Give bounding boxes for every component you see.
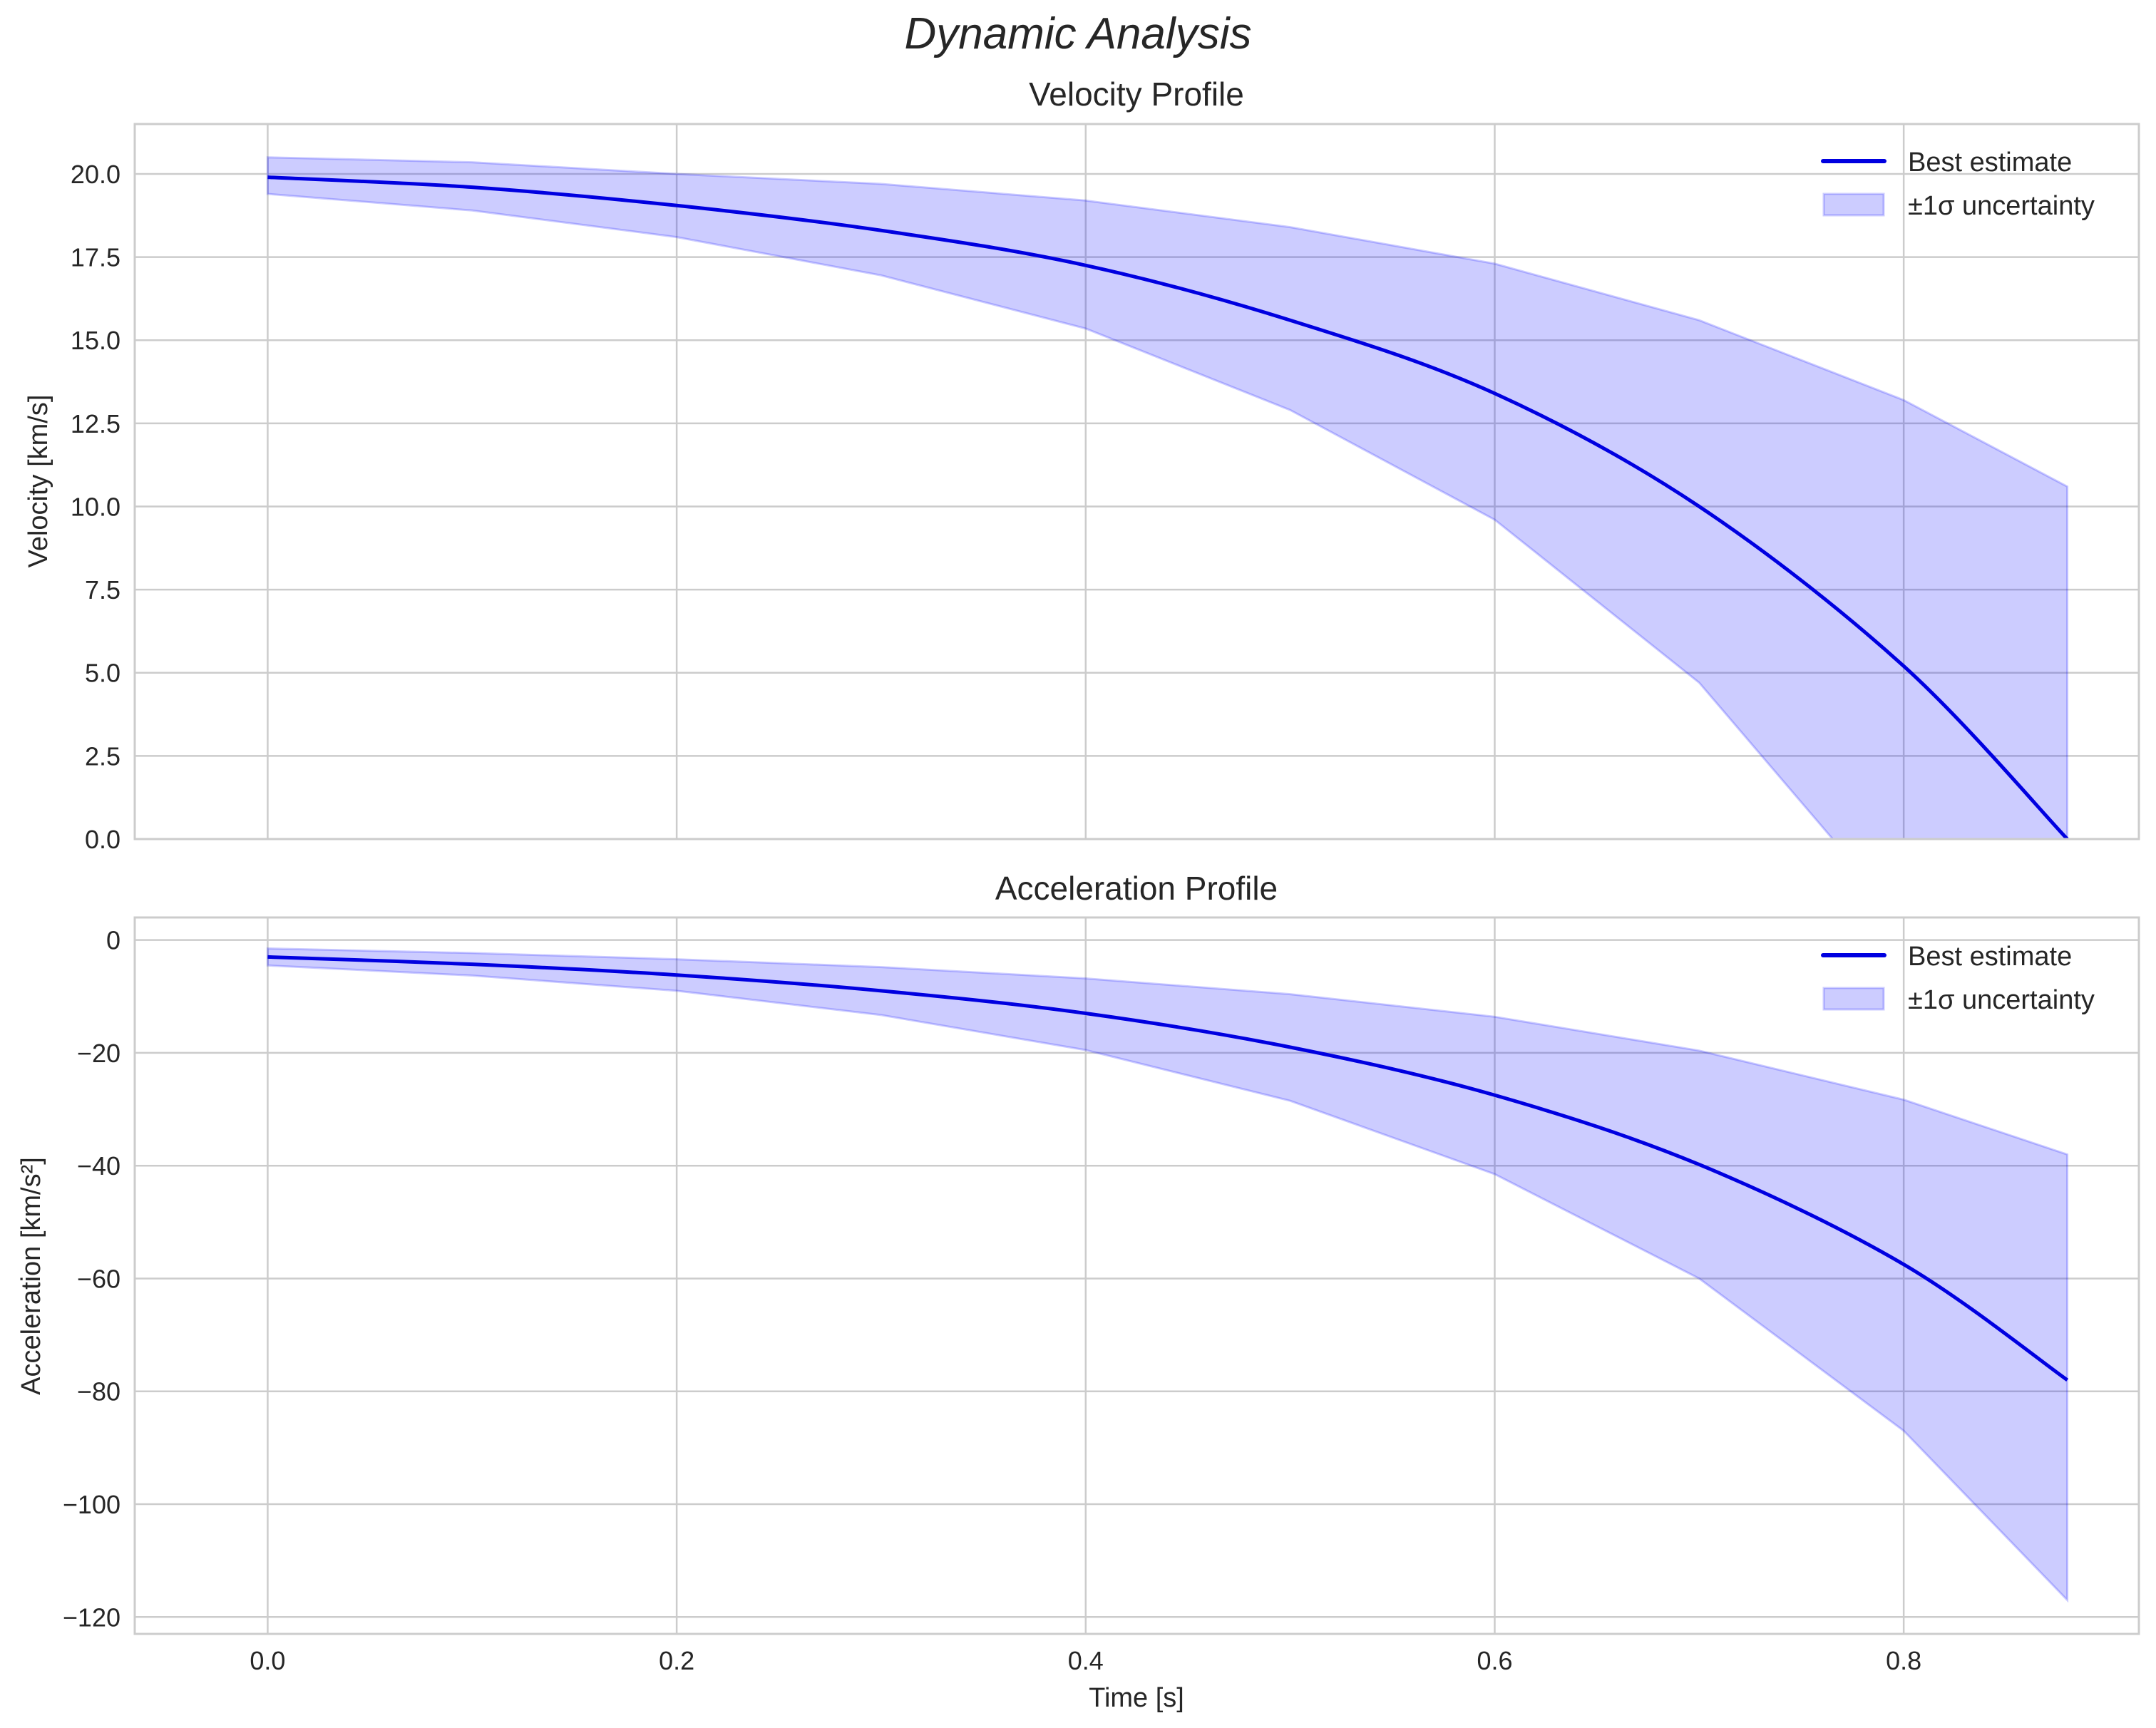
x-tick-label: 0.0 [250, 1646, 285, 1675]
acceleration-axes-frame [133, 916, 2140, 1635]
uncertainty-band [266, 156, 2069, 839]
y-tick-label: −100 [63, 1490, 120, 1519]
figure-suptitle: Dynamic Analysis [904, 9, 1252, 58]
best-estimate-line [267, 955, 2069, 1382]
acceleration-y-ticks: −120 −100 −80 −60 −40 −20 0 [63, 926, 120, 1632]
acceleration-legend: Best estimate ±1σ uncertainty [1821, 942, 2095, 1015]
legend-band-swatch [1822, 987, 1885, 1011]
legend-label-best: Best estimate [1908, 942, 2072, 972]
y-tick-label: 12.5 [71, 409, 120, 438]
y-tick-label: −20 [77, 1039, 120, 1068]
y-tick-label: 10.0 [71, 492, 120, 521]
legend-label-best: Best estimate [1908, 148, 2072, 178]
acceleration-title: Acceleration Profile [995, 870, 1278, 907]
legend-label-uncertainty: ±1σ uncertainty [1908, 985, 2095, 1015]
acceleration-axes: Acceleration Profile −120 −100 −80 −60 −40 −2… [16, 870, 2140, 1713]
y-tick-label: −120 [63, 1603, 120, 1632]
velocity-axes-frame [133, 123, 2140, 840]
acceleration-ylabel: Acceleration [km/s²] [16, 1157, 46, 1395]
y-tick-label: 15.0 [71, 326, 120, 355]
y-tick-label: 0.0 [85, 825, 120, 854]
x-tick-label: 0.2 [659, 1646, 694, 1675]
velocity-plot-area [266, 156, 2069, 839]
uncertainty-band [266, 947, 2069, 1603]
time-xlabel: Time [s] [1089, 1683, 1184, 1713]
acceleration-grid [135, 917, 2139, 1634]
y-tick-label: 2.5 [85, 741, 120, 771]
y-tick-label: 7.5 [85, 575, 120, 605]
y-tick-label: 0 [106, 926, 120, 955]
velocity-legend: Best estimate ±1σ uncertainty [1821, 148, 2095, 221]
x-tick-label: 0.4 [1068, 1646, 1104, 1675]
acceleration-x-ticks: 0.0 0.2 0.4 0.6 0.8 [250, 1646, 1921, 1675]
velocity-axes: Velocity Profile 0.0 2.5 5.0 7.5 10.0 12.5 15.… [24, 76, 2140, 854]
legend-band-swatch [1822, 192, 1885, 217]
best-estimate-line [267, 175, 2069, 839]
x-tick-label: 0.8 [1886, 1646, 1921, 1675]
y-tick-label: 20.0 [71, 160, 120, 189]
y-tick-label: −60 [77, 1264, 120, 1293]
x-tick-label: 0.6 [1477, 1646, 1512, 1675]
y-tick-label: −40 [77, 1151, 120, 1181]
y-tick-label: 5.0 [85, 659, 120, 688]
acceleration-plot-area [266, 947, 2069, 1603]
velocity-ylabel: Velocity [km/s] [24, 395, 53, 568]
velocity-y-ticks: 0.0 2.5 5.0 7.5 10.0 12.5 15.0 17.5 20.0 [71, 160, 120, 854]
velocity-title: Velocity Profile [1029, 76, 1244, 113]
y-tick-label: −80 [77, 1377, 120, 1406]
y-tick-label: 17.5 [71, 243, 120, 272]
legend-label-uncertainty: ±1σ uncertainty [1908, 191, 2095, 221]
